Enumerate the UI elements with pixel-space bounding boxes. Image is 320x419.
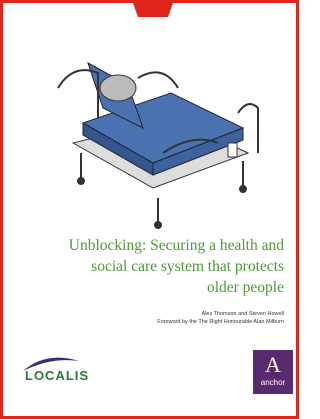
title-line: older people <box>4 277 284 298</box>
bed-illustration <box>3 3 296 233</box>
localis-logo: LOCALIS <box>25 368 89 383</box>
authors: Alex Thomson and Steven Howell <box>202 311 284 317</box>
anchor-mark: A <box>253 352 293 378</box>
anchor-word: anchor <box>253 378 293 387</box>
title-line: social care system that protects <box>4 256 284 277</box>
cover: Unblocking: Securing a health and social… <box>0 0 299 419</box>
title-line: Unblocking: Securing a health and <box>4 235 284 256</box>
title: Unblocking: Securing a health and social… <box>4 235 284 298</box>
anchor-logo: A anchor <box>253 350 293 394</box>
foreword: Foreword by the The Right Honourable Ala… <box>157 319 284 325</box>
